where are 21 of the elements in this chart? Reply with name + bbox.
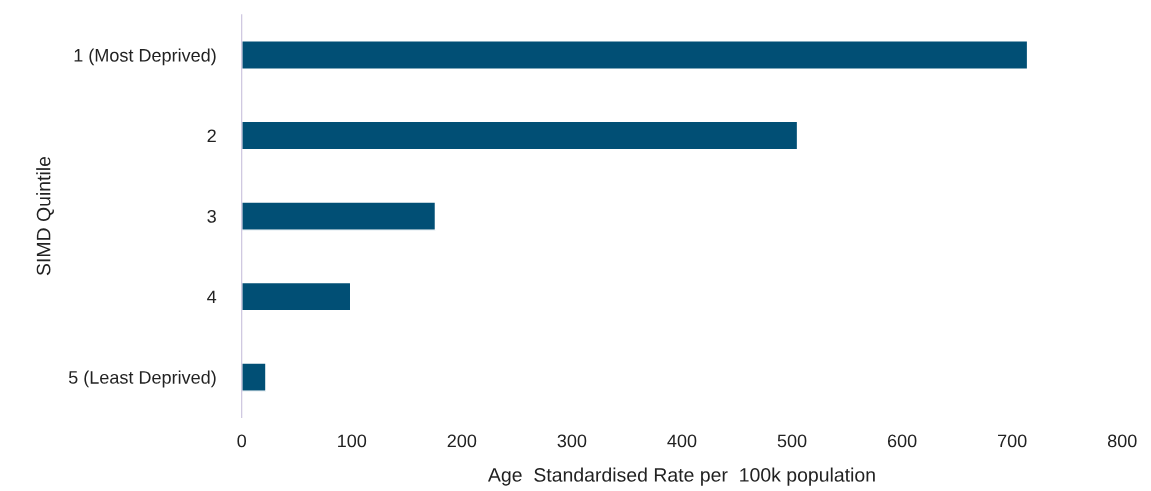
x-tick-label: 400 — [667, 434, 697, 448]
y-tick-label: 5 (Least Deprived) — [68, 370, 216, 388]
y-tick-label: 1 (Most Deprived) — [74, 48, 216, 66]
y-tick-label: 4 — [207, 290, 217, 304]
x-tick-label: 700 — [998, 434, 1027, 448]
bar — [241, 40, 1029, 70]
y-axis-title: SIMD Quintile — [36, 156, 54, 276]
bar — [241, 281, 352, 312]
x-tick-label: 600 — [887, 434, 917, 448]
x-tick-label: 100 — [338, 434, 367, 448]
bar — [241, 120, 799, 151]
y-tick-label: 3 — [207, 209, 216, 223]
x-tick-label: 0 — [237, 434, 247, 448]
bar — [241, 201, 437, 231]
x-tick-label: 200 — [447, 434, 477, 448]
x-axis-title: Age Standardised Rate per 100k population — [487, 467, 875, 486]
x-tick-label: 800 — [1107, 434, 1137, 448]
x-tick-label: 500 — [777, 434, 807, 448]
y-tick-label: 2 — [207, 129, 216, 143]
x-tick-label: 300 — [557, 434, 587, 448]
bar — [241, 362, 267, 392]
